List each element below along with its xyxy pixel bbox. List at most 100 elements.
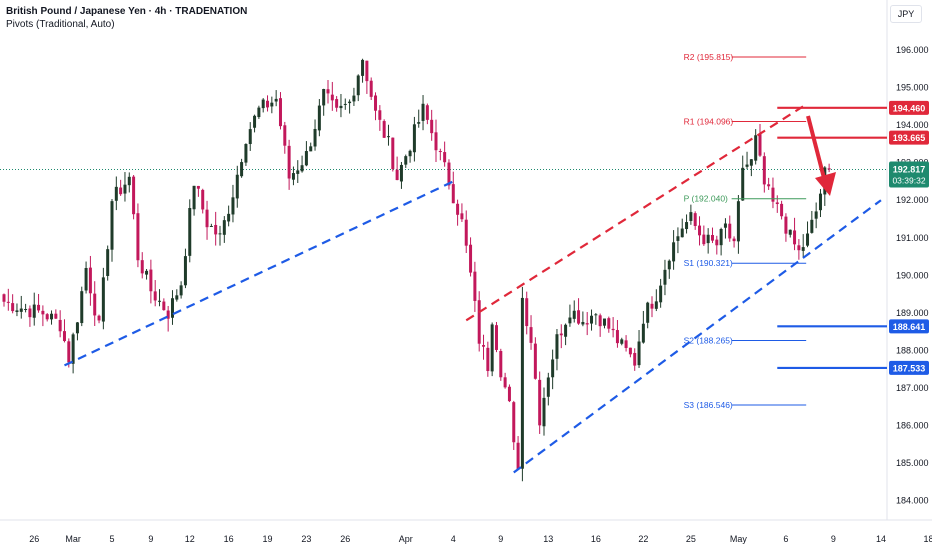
candle-body — [192, 185, 196, 210]
candle-body — [728, 223, 732, 239]
candle-body — [503, 377, 507, 388]
price-tick-label: 184.000 — [896, 496, 929, 506]
trendlines[interactable] — [64, 105, 882, 474]
time-axis[interactable]: 26 Mar 5 9 12 16 19 23 26 Apr 4 9 13 16 22 25 May 6 9 14 18 — [29, 534, 932, 544]
candle-body — [266, 100, 270, 108]
candle-body — [214, 224, 218, 235]
candle-body — [758, 133, 762, 156]
candle-body — [84, 268, 88, 291]
candle-body — [581, 321, 585, 325]
level-badge-label: 193.665 — [893, 133, 926, 143]
candle-body — [689, 212, 693, 221]
candle-body — [827, 168, 831, 170]
candle-body — [106, 249, 110, 276]
candle-body — [114, 186, 118, 201]
time-tick-label: 4 — [451, 534, 456, 544]
candle-body — [391, 137, 395, 170]
candle-body — [101, 277, 105, 322]
price-tick-label: 185.000 — [896, 458, 929, 468]
chart-title: British Pound / Japanese Yen · 4h · TRAD… — [6, 6, 248, 17]
time-tick-label: 14 — [876, 534, 886, 544]
candle-body — [598, 315, 602, 327]
pivot-label-r1: R1 (194.096) — [684, 116, 734, 126]
candle-body — [93, 293, 97, 316]
candle-body — [62, 331, 66, 342]
candle-body — [654, 301, 658, 309]
trendline-1 — [64, 180, 454, 367]
candle-body — [291, 173, 295, 180]
candle-body — [145, 270, 149, 275]
candle-body — [685, 222, 689, 230]
time-tick-label: 9 — [498, 534, 503, 544]
candle-body — [313, 128, 317, 147]
candle-body — [343, 103, 347, 105]
candle-body — [136, 213, 140, 261]
candle-body — [24, 308, 28, 310]
level-badge-label: 194.460 — [893, 103, 926, 113]
time-tick-label: 13 — [543, 534, 553, 544]
horizontal-levels[interactable] — [777, 106, 887, 370]
candle-body — [11, 303, 15, 312]
candle-body — [555, 334, 559, 359]
level-badge-label: 188.641 — [893, 322, 926, 332]
candle-body — [153, 291, 157, 301]
candle-body — [209, 225, 213, 227]
candle-body — [749, 159, 753, 166]
candle-body — [296, 170, 300, 174]
candle-body — [365, 60, 369, 82]
candle-body — [287, 145, 291, 179]
candle-body — [408, 150, 412, 157]
candle-body — [67, 341, 71, 363]
candle-body — [71, 334, 75, 364]
price-tick-label: 187.000 — [896, 383, 929, 393]
price-tick-label: 191.000 — [896, 233, 929, 243]
candle-body — [594, 314, 598, 316]
candle-body — [736, 201, 740, 242]
candle-body — [542, 397, 546, 427]
price-tick-label: 194.000 — [896, 120, 929, 130]
candle-body — [45, 314, 49, 320]
time-tick-label: 12 — [185, 534, 195, 544]
candle-body — [417, 122, 421, 124]
candle-body — [235, 174, 239, 199]
candle-body — [723, 223, 727, 228]
candle-body — [637, 341, 641, 366]
candle-body — [499, 351, 503, 378]
currency-button[interactable]: JPY — [890, 5, 922, 23]
time-tick-label: 26 — [29, 534, 39, 544]
candle-body — [162, 301, 166, 311]
indicator-label: Pivots (Traditional, Auto) — [6, 19, 115, 30]
candle-body — [520, 297, 524, 469]
candle-body — [676, 236, 680, 241]
price-axis[interactable]: 196.000195.000194.000193.000192.000191.0… — [896, 45, 929, 506]
candle-body — [633, 352, 637, 366]
candle-body — [611, 328, 615, 331]
candle-body — [41, 310, 45, 315]
candle-body — [482, 345, 486, 347]
time-tick-label: Apr — [399, 534, 413, 544]
candle-body — [227, 213, 231, 222]
price-tick-label: 196.000 — [896, 45, 929, 55]
candle-body — [374, 95, 378, 111]
candle-body — [641, 323, 645, 343]
price-tick-label: 195.000 — [896, 83, 929, 93]
candle-body — [693, 213, 697, 227]
candle-body — [793, 230, 797, 245]
candle-body — [132, 176, 136, 215]
candle-body — [710, 235, 714, 241]
candle-body — [395, 169, 399, 181]
time-tick-label: 22 — [638, 534, 648, 544]
candle-body — [646, 302, 650, 323]
candle-body — [590, 315, 594, 324]
candle-body — [810, 219, 814, 233]
candle-body — [818, 193, 822, 211]
time-tick-label: 19 — [263, 534, 273, 544]
candle-body — [322, 89, 326, 106]
time-tick-label: 18 — [923, 534, 932, 544]
candle-body — [624, 340, 628, 348]
candle-body — [382, 121, 386, 138]
last-price-label: 192.817 — [893, 165, 926, 175]
candle-body — [577, 310, 581, 324]
candle-body — [434, 132, 438, 151]
